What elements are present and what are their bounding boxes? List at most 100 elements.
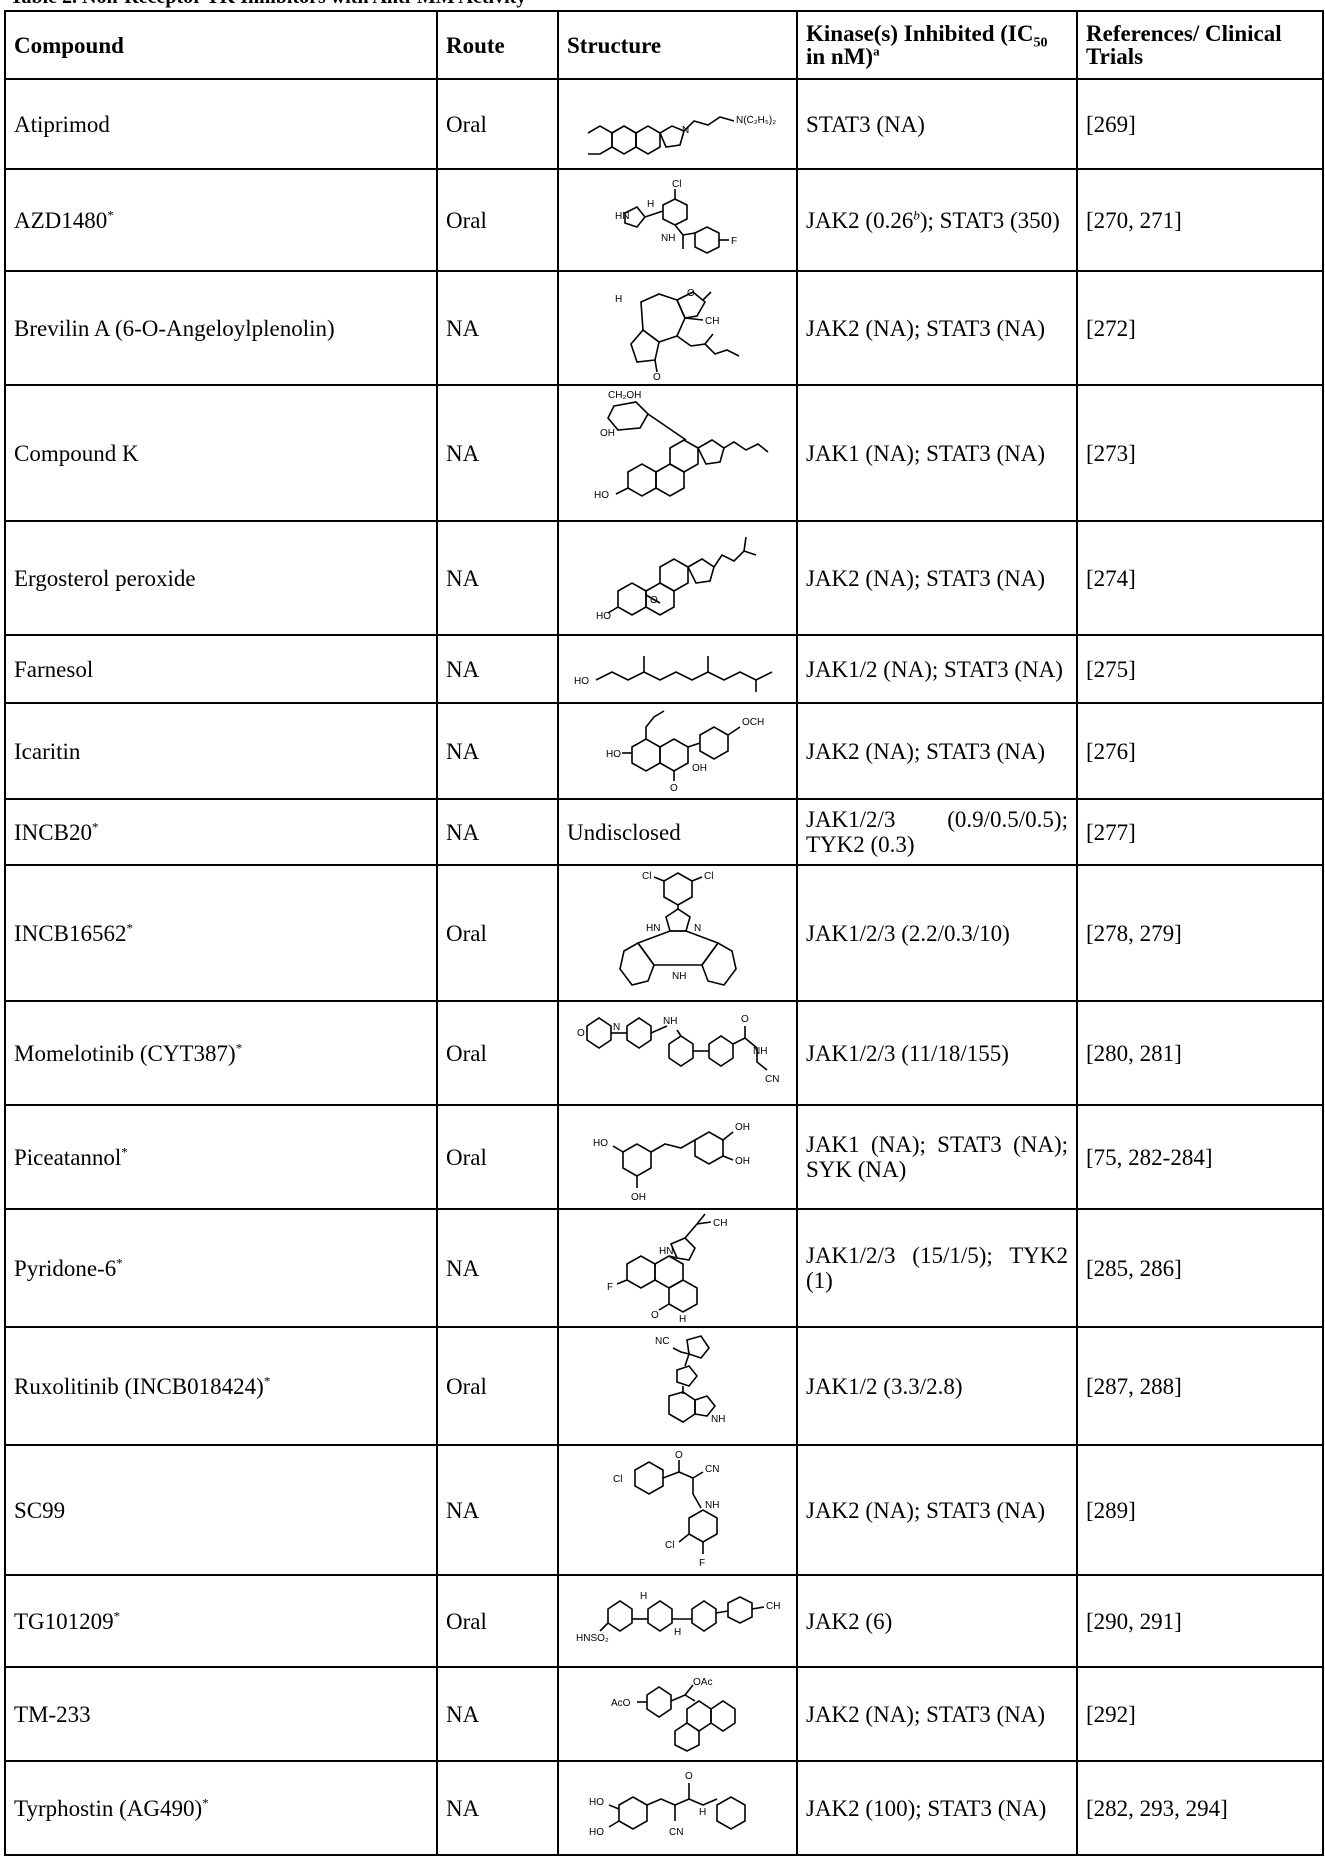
route-cell: NA — [436, 1444, 559, 1576]
header-kinase-sup: a — [873, 43, 880, 59]
atom-nc: NC — [655, 1336, 669, 1347]
tyrphostin-structure: HO HO O CN H — [589, 1771, 746, 1838]
atom-o: O — [675, 1450, 683, 1461]
kinase-text-b: ); STAT3 (350) — [919, 207, 1060, 233]
references-cell: [273] — [1076, 384, 1324, 522]
atom-f: F — [699, 1558, 705, 1569]
kinase-cell: JAK2 (0.26b); STAT3 (350) — [796, 168, 1078, 272]
kinase-cell: JAK2 (NA); STAT3 (NA) — [796, 702, 1078, 800]
kinase-cell: JAK2 (100); STAT3 (NA) — [796, 1760, 1078, 1856]
route-cell: NA — [436, 384, 559, 522]
atom-nc2h5: N(C₂H₅)₂ — [736, 115, 776, 126]
structure-cell: O N NH O NH CN — [557, 1000, 798, 1106]
clinical-mark: * — [121, 1143, 128, 1159]
atom-ho: HO — [589, 1797, 604, 1808]
atom-h: H — [679, 1314, 686, 1324]
atom-cl2: Cl — [704, 871, 713, 882]
atom-h: H — [647, 199, 654, 210]
compound-cell: TM-233 — [4, 1666, 438, 1762]
momelotinib-structure: O N NH O NH CN — [577, 1014, 779, 1085]
kinase-cell: JAK1/2/3 (2.2/0.3/10) — [796, 864, 1078, 1002]
compound-cell: Compound K — [4, 384, 438, 522]
atom-nh: NH — [661, 233, 675, 244]
atom-o: O — [650, 595, 658, 606]
atom-h: H — [699, 1807, 706, 1818]
compound-cell: Tyrphostin (AG490)* — [4, 1760, 438, 1856]
atom-ho: HO — [594, 490, 609, 501]
route-cell: NA — [436, 798, 559, 866]
pyridone-structure: F O H HN CH — [607, 1213, 727, 1324]
atom-ch3: CH — [713, 1218, 727, 1229]
atom-ho2: HO — [589, 1827, 604, 1838]
atiprimod-structure: N N(C₂H₅)₂ — [587, 115, 776, 155]
atom-cl: Cl — [672, 179, 681, 190]
inhibitor-table: Compound Route Structure Kinase(s) Inhib… — [4, 10, 1324, 1856]
compound-name: Tyrphostin (AG490) — [14, 1795, 203, 1821]
atom-oh: OH — [600, 428, 615, 439]
table-row: AZD1480* Oral Cl F — [4, 168, 1324, 272]
compound-cell: Piceatannol* — [4, 1104, 438, 1210]
compound-cell: SC99 — [4, 1444, 438, 1576]
structure-cell: OCH HO OH O — [557, 702, 798, 800]
compound-cell: AZD1480* — [4, 168, 438, 272]
atom-n: N — [613, 1022, 620, 1033]
route-cell: NA — [436, 1760, 559, 1856]
structure-cell: HO OH OH OH — [557, 1104, 798, 1210]
references-cell: [274] — [1076, 520, 1324, 636]
route-cell: Oral — [436, 864, 559, 1002]
ruxolitinib-structure: NC NH — [655, 1335, 725, 1425]
kinase-cell: JAK1/2/3 (11/18/155) — [796, 1000, 1078, 1106]
structure-cell: HO O — [557, 520, 798, 636]
references-cell: [275] — [1076, 634, 1324, 704]
atom-o: O — [577, 1028, 585, 1039]
table-row: Ergosterol peroxide NA HO O — [4, 520, 1324, 636]
table-row: SC99 NA Cl O — [4, 1444, 1324, 1576]
atom-ho: HO — [606, 749, 621, 760]
references-cell: [280, 281] — [1076, 1000, 1324, 1106]
compound-cell: Pyridone-6* — [4, 1208, 438, 1328]
compound-cell: Momelotinib (CYT387)* — [4, 1000, 438, 1106]
table-caption: Table 2. Non-Receptor TK Inhibitors with… — [10, 0, 526, 9]
atom-nh: NH — [705, 1500, 719, 1511]
route-cell: NA — [436, 702, 559, 800]
atom-nh: NH — [672, 971, 686, 982]
atom-ch2oh: CH₂OH — [608, 390, 641, 401]
atom-cn: CN — [705, 1464, 719, 1475]
atom-oac: OAc — [693, 1677, 712, 1688]
atom-ho: HO — [596, 611, 611, 622]
structure-cell: HNSO₂ H CH H — [557, 1574, 798, 1668]
atom-hn: HN — [615, 211, 629, 222]
kinase-cell: JAK2 (NA); STAT3 (NA) — [796, 270, 1078, 386]
route-cell: NA — [436, 634, 559, 704]
compound-name: Momelotinib (CYT387) — [14, 1040, 236, 1066]
compound-cell: INCB20* — [4, 798, 438, 866]
structure-cell: HO — [557, 634, 798, 704]
table-row: Farnesol NA HO JAK1/2 (NA); STAT3 (NA) [… — [4, 634, 1324, 704]
table-row: Ruxolitinib (INCB018424)* Oral NC NH — [4, 1326, 1324, 1446]
references-cell: [269] — [1076, 78, 1324, 170]
clinical-mark: * — [116, 1254, 123, 1270]
compound-cell: Farnesol — [4, 634, 438, 704]
references-cell: [277] — [1076, 798, 1324, 866]
route-cell: Oral — [436, 1326, 559, 1446]
atom-ch3: CH — [705, 316, 719, 327]
header-route: Route — [436, 10, 559, 80]
compound-cell: Icaritin — [4, 702, 438, 800]
sc99-structure: Cl O CN NH Cl F — [613, 1450, 719, 1569]
table-row: Tyrphostin (AG490)* NA HO HO — [4, 1760, 1324, 1856]
atom-cl2: Cl — [665, 1540, 674, 1551]
route-cell: Oral — [436, 78, 559, 170]
atom-oh2: OH — [735, 1122, 750, 1133]
atom-aco: AcO — [611, 1698, 631, 1709]
table-row: Brevilin A (6-O-Angeloylplenolin) NA — [4, 270, 1324, 386]
atom-nh2: NH — [753, 1046, 767, 1057]
references-cell: [272] — [1076, 270, 1324, 386]
table-row: INCB16562* Oral Cl Cl — [4, 864, 1324, 1002]
route-cell: NA — [436, 520, 559, 636]
atom-cl: Cl — [642, 871, 651, 882]
atom-nh: NH — [663, 1016, 677, 1027]
table-row: Momelotinib (CYT387)* Oral — [4, 1000, 1324, 1106]
atom-o2: O — [741, 1014, 749, 1025]
references-cell: [282, 293, 294] — [1076, 1760, 1324, 1856]
kinase-cell: JAK1/2/3 (0.9/0.5/0.5); TYK2 (0.3) — [796, 798, 1078, 866]
